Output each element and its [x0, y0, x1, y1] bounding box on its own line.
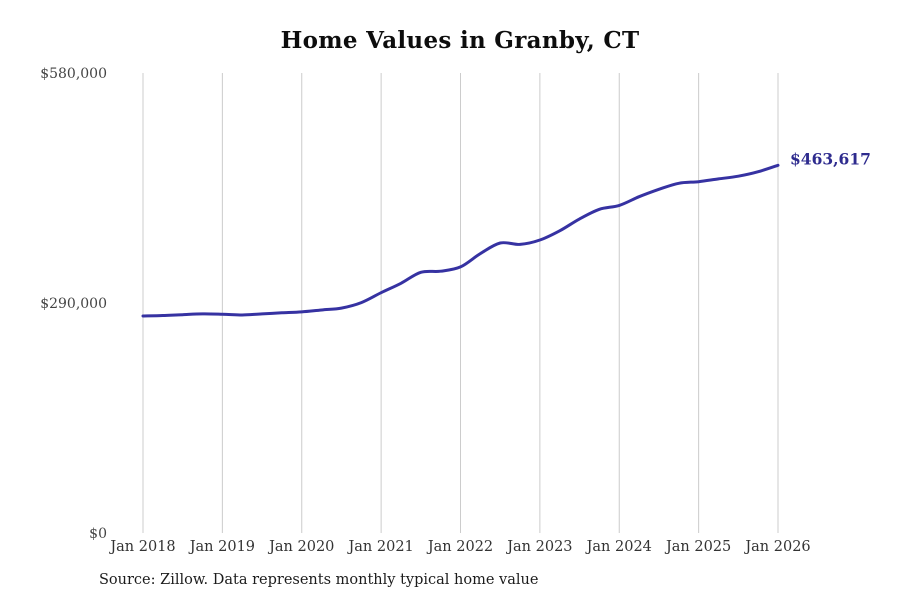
y-tick-label: $290,000	[40, 296, 107, 312]
source-note: Source: Zillow. Data represents monthly …	[99, 572, 539, 588]
x-tick-label: Jan 2022	[426, 539, 493, 555]
chart-title: Home Values in Granby, CT	[280, 27, 640, 54]
y-tick-label: $0	[89, 526, 107, 542]
x-tick-label: Jan 2026	[743, 539, 810, 555]
end-value-label: $463,617	[790, 149, 871, 168]
x-tick-label: Jan 2019	[188, 539, 255, 555]
x-tick-label: Jan 2018	[108, 539, 175, 555]
x-tick-label: Jan 2023	[505, 539, 572, 555]
x-tick-label: Jan 2020	[267, 539, 334, 555]
y-tick-label: $580,000	[40, 66, 107, 82]
x-tick-label: Jan 2021	[346, 539, 413, 555]
x-tick-label: Jan 2025	[664, 539, 731, 555]
value-line	[141, 163, 780, 318]
x-tick-label: Jan 2024	[585, 539, 652, 555]
